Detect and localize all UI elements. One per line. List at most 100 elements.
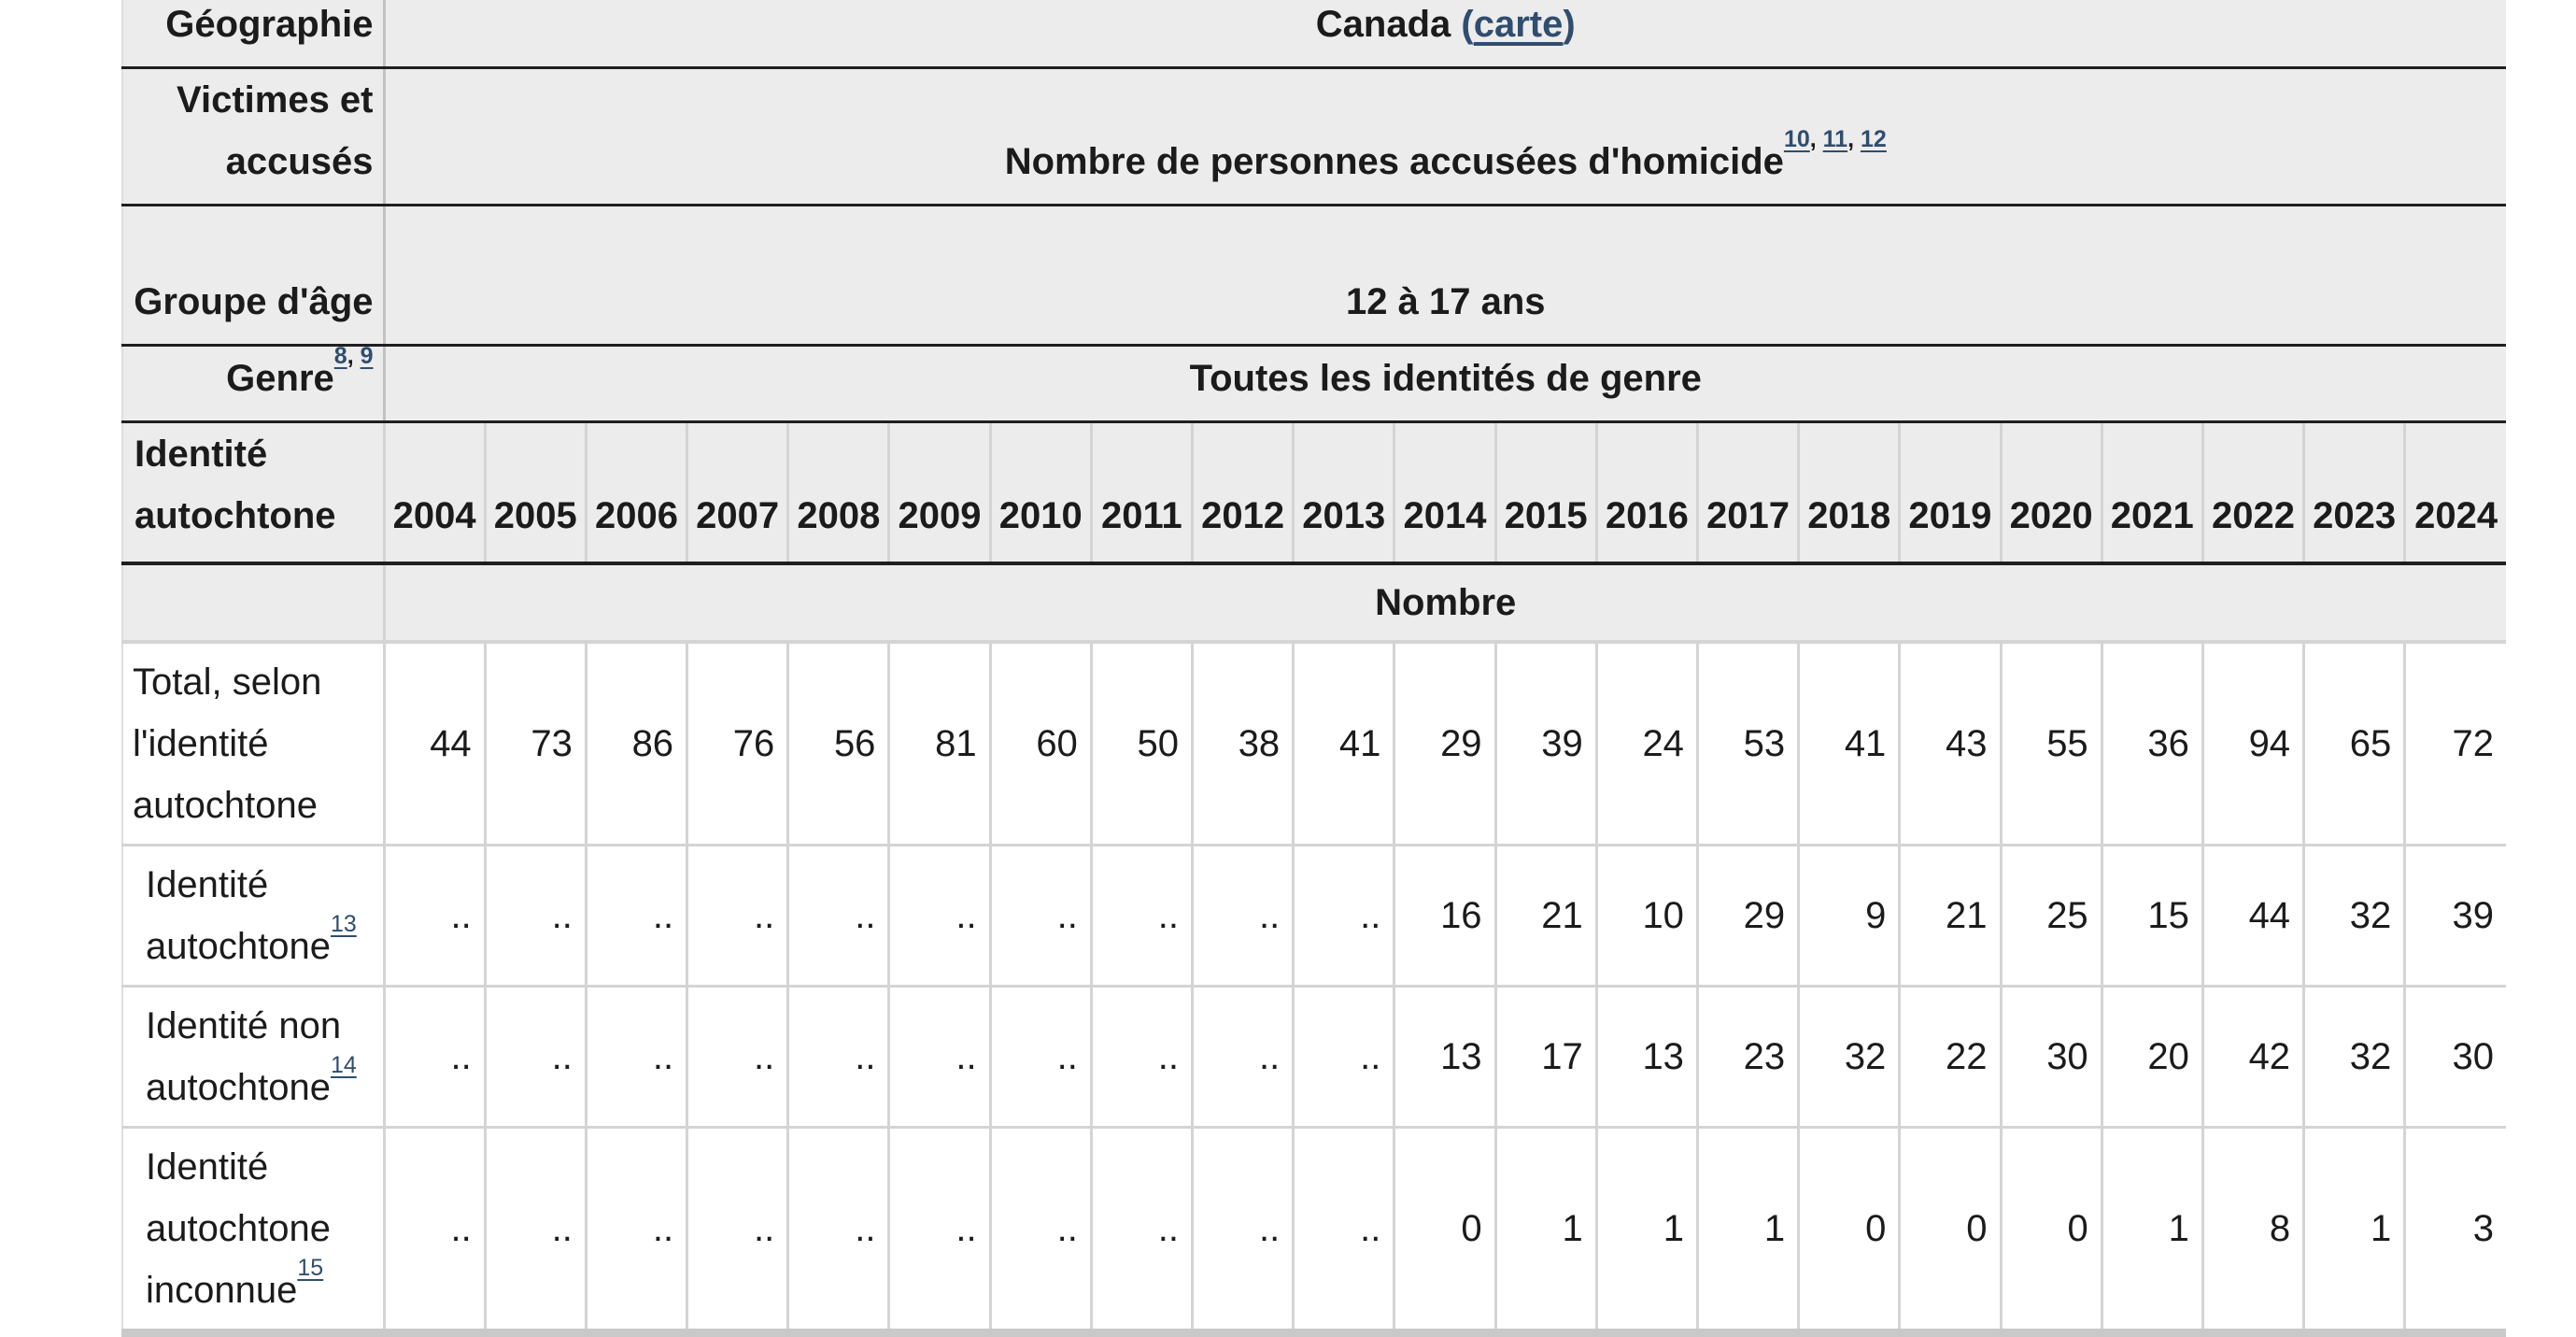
year-header-2018: 2018 — [1798, 421, 1902, 565]
data-cell-2004: .. — [384, 986, 487, 1129]
year-header-2013: 2013 — [1293, 421, 1396, 565]
table-row: Total, selon l'identité autochtone 44 73 86… — [121, 641, 2506, 846]
row-label-text: Total, selon l'identité autochtone — [133, 661, 322, 826]
row-footnotes: 13 — [331, 911, 357, 937]
groupe-age-value: 12 à 17 ans — [384, 205, 2506, 347]
year-header-2011: 2011 — [1091, 421, 1195, 565]
data-cell-2007: .. — [686, 986, 790, 1129]
groupe-age-value-text: 12 à 17 ans — [1346, 280, 1546, 322]
geographie-label-text: Géographie — [165, 3, 374, 45]
data-cell-2006: .. — [586, 845, 689, 988]
footnote-link-12[interactable]: 12 — [1861, 126, 1887, 153]
data-cell-2011: 50 — [1091, 641, 1195, 846]
data-cell-2019: 21 — [1899, 845, 2003, 988]
data-cell-2009: .. — [888, 845, 992, 988]
data-cell-2019: 43 — [1899, 641, 2003, 846]
data-cell-2023: 32 — [2303, 986, 2407, 1129]
data-cell-2005: .. — [485, 845, 587, 988]
geographie-value: Canada (carte) — [384, 0, 2506, 69]
year-header-2012: 2012 — [1192, 421, 1295, 565]
footnote-link-10[interactable]: 10 — [1783, 126, 1810, 153]
row-label: Total, selon l'identité autochtone — [121, 641, 386, 846]
row-footnotes: 14 — [331, 1052, 357, 1078]
carte-paren-close: ) — [1563, 3, 1576, 45]
data-cell-2007: 76 — [686, 641, 790, 846]
data-cell-2024: 72 — [2404, 641, 2506, 846]
data-cell-2012: 38 — [1192, 641, 1295, 846]
data-cell-2017: 1 — [1697, 1127, 1801, 1337]
footnote-link-11[interactable]: 11 — [1822, 126, 1848, 153]
row-victimes-accuses: Victimes et accusés Nombre de personnes … — [121, 67, 2506, 206]
data-cell-2005: .. — [485, 1127, 587, 1337]
footnote-link-9[interactable]: 9 — [360, 343, 374, 370]
data-cell-2014: 16 — [1394, 845, 1497, 988]
data-cell-2008: .. — [787, 845, 891, 988]
footnote-link-8[interactable]: 8 — [333, 343, 347, 370]
data-cell-2024: 30 — [2404, 986, 2506, 1129]
victimes-label: Victimes et accusés — [121, 67, 386, 206]
groupe-age-label-text: Groupe d'âge — [134, 280, 374, 322]
data-cell-2012: .. — [1192, 845, 1295, 988]
data-cell-2018: 0 — [1798, 1127, 1902, 1337]
data-cell-2017: 29 — [1697, 845, 1801, 988]
footnote-link-13[interactable]: 13 — [330, 911, 357, 938]
data-cell-2014: 13 — [1394, 986, 1497, 1129]
year-header-2023: 2023 — [2303, 421, 2407, 565]
data-cell-2007: .. — [686, 1127, 790, 1337]
year-header-2009: 2009 — [888, 421, 992, 565]
year-header-2019: 2019 — [1899, 421, 2003, 565]
data-cell-2017: 23 — [1697, 986, 1801, 1129]
genre-value: Toutes les identités de genre — [384, 345, 2506, 423]
data-cell-2023: 32 — [2303, 845, 2407, 988]
row-label: Identité non autochtone14 — [121, 986, 386, 1129]
data-cell-2011: .. — [1091, 845, 1195, 988]
year-header-2010: 2010 — [990, 421, 1093, 565]
row-label-text: Identité autochtone — [146, 863, 331, 967]
row-label-text: Identité autochtone inconnue — [146, 1145, 331, 1311]
data-cell-2010: .. — [990, 986, 1093, 1129]
data-cell-2023: 65 — [2303, 641, 2407, 846]
victimes-footnotes: 10, 11, 12 — [1783, 126, 1887, 153]
data-cell-2020: 55 — [2001, 641, 2103, 846]
data-cell-2008: .. — [787, 986, 891, 1129]
data-cell-2005: 73 — [485, 641, 587, 846]
year-header-2006: 2006 — [586, 421, 689, 565]
footnote-link-15[interactable]: 15 — [297, 1255, 324, 1282]
identite-autochtone-column-header: Identité autochtone — [121, 421, 386, 565]
data-cell-2021: 1 — [2102, 1127, 2204, 1337]
data-cell-2021: 15 — [2102, 845, 2204, 988]
unit-label: Nombre — [384, 562, 2506, 644]
data-cell-2020: 25 — [2001, 845, 2103, 988]
year-header-2024: 2024 — [2404, 421, 2506, 565]
data-cell-2005: .. — [485, 986, 587, 1129]
data-cell-2014: 0 — [1394, 1127, 1497, 1337]
row-label: Identité autochtone13 — [121, 845, 386, 988]
footnote-link-14[interactable]: 14 — [330, 1052, 357, 1079]
genre-label: Genre8, 9 — [121, 343, 386, 423]
data-cell-2012: .. — [1192, 1127, 1295, 1337]
data-cell-2021: 20 — [2102, 986, 2204, 1129]
data-cell-2004: 44 — [384, 641, 487, 846]
data-cell-2008: .. — [787, 1127, 891, 1337]
data-cell-2022: 8 — [2202, 1127, 2306, 1337]
data-cell-2013: 41 — [1293, 641, 1396, 846]
data-cell-2004: .. — [384, 1127, 487, 1337]
data-cell-2024: 3 — [2404, 1127, 2506, 1337]
data-cell-2004: .. — [384, 845, 487, 988]
data-cell-2020: 0 — [2001, 1127, 2103, 1337]
carte-link[interactable]: carte — [1473, 3, 1564, 45]
data-cell-2013: .. — [1293, 1127, 1396, 1337]
carte-paren-open: ( — [1461, 3, 1474, 45]
data-cell-2013: .. — [1293, 845, 1396, 988]
data-cell-2014: 29 — [1394, 641, 1497, 846]
data-cell-2009: .. — [888, 1127, 992, 1337]
data-cell-2023: 1 — [2303, 1127, 2407, 1337]
data-cell-2006: .. — [586, 986, 689, 1129]
row-year-headers: Identité autochtone 2004 2005 2006 2007 2008… — [121, 421, 2506, 565]
page: { "colors": { "link_navy": "#2f4d6f", "h… — [121, 0, 2506, 1337]
groupe-age-label: Groupe d'âge — [121, 205, 386, 347]
row-footnotes: 15 — [297, 1255, 323, 1281]
data-cell-2013: .. — [1293, 986, 1396, 1129]
data-cell-2018: 9 — [1798, 845, 1902, 988]
data-cell-2009: .. — [888, 986, 992, 1129]
